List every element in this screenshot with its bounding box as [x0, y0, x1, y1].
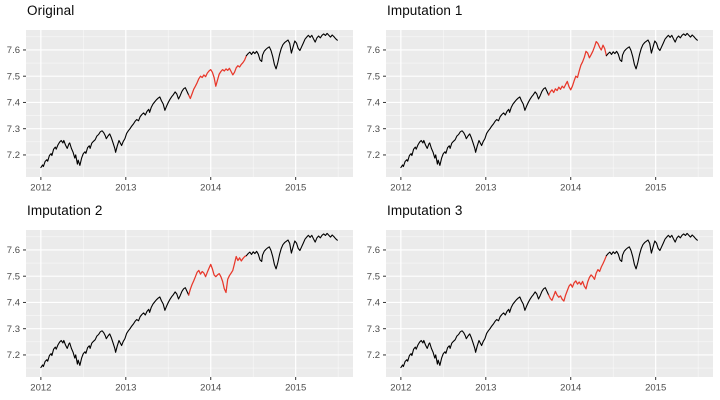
y-tick-label: 7.5 [367, 71, 380, 82]
series-observed-pre [40, 87, 190, 169]
y-tick-label: 7.2 [367, 350, 380, 361]
x-tick-label: 2013 [475, 383, 496, 394]
series-observed-pre [40, 287, 190, 369]
series-imputed [548, 40, 608, 96]
y-tick-label: 7.5 [7, 71, 20, 82]
panel-original: Original 7.2 7.3 7.4 7.5 7.6 2012 2013 2014 2015 [0, 0, 360, 200]
panel-background [386, 230, 713, 377]
x-tick-label: 2013 [115, 383, 136, 394]
panel-imputation-2: Imputation 2 7.2 7.3 7.4 7.5 7.6 2012 2013 2014… [0, 200, 360, 400]
x-tick-label: 2012 [390, 183, 411, 194]
series-imputed [188, 55, 248, 100]
panel-background [26, 230, 353, 377]
y-tick-label: 7.6 [7, 245, 20, 256]
x-tick-label: 2015 [645, 383, 666, 394]
plot-area-imputation-1: 7.2 7.3 7.4 7.5 7.6 2012 2013 2014 2015 [367, 30, 713, 194]
series-observed-pre [400, 87, 550, 169]
series-observed-pre [400, 287, 550, 369]
y-tick-label: 7.5 [7, 271, 20, 282]
y-tick-label: 7.5 [367, 271, 380, 282]
x-tick-label: 2015 [645, 183, 666, 194]
x-tick-label: 2014 [200, 383, 221, 394]
series-observed-post [605, 32, 698, 70]
x-tick-label: 2014 [560, 183, 581, 194]
y-tick-label: 7.4 [7, 298, 20, 309]
y-tick-label: 7.4 [367, 298, 380, 309]
y-tick-label: 7.2 [367, 150, 380, 161]
plot-area-imputation-2: 7.2 7.3 7.4 7.5 7.6 2012 2013 2014 2015 [7, 230, 353, 394]
panel-background [386, 30, 713, 177]
x-tick-label: 2012 [390, 383, 411, 394]
x-tick-label: 2012 [30, 383, 51, 394]
series-observed-post [245, 32, 338, 70]
x-tick-label: 2012 [30, 183, 51, 194]
x-tick-label: 2015 [285, 383, 306, 394]
x-tick-label: 2014 [560, 383, 581, 394]
series-imputed [188, 255, 248, 296]
panel-title: Imputation 2 [27, 203, 103, 218]
x-tick-label: 2014 [200, 183, 221, 194]
series-observed-post [605, 232, 698, 270]
y-tick-label: 7.3 [367, 324, 380, 335]
y-tick-label: 7.6 [367, 45, 380, 56]
panel-title: Original [27, 3, 75, 18]
panel-title: Imputation 3 [387, 203, 463, 218]
y-tick-label: 7.6 [7, 45, 20, 56]
y-tick-label: 7.3 [7, 124, 20, 135]
y-tick-label: 7.4 [7, 98, 20, 109]
y-tick-label: 7.2 [7, 350, 20, 361]
series-imputed [548, 255, 608, 302]
x-tick-label: 2013 [475, 183, 496, 194]
panel-background [26, 30, 353, 177]
x-tick-label: 2013 [115, 183, 136, 194]
y-tick-label: 7.3 [7, 324, 20, 335]
y-tick-label: 7.6 [367, 245, 380, 256]
panel-imputation-1: Imputation 1 7.2 7.3 7.4 7.5 7.6 2012 2013 2014… [360, 0, 720, 200]
y-tick-label: 7.2 [7, 150, 20, 161]
panel-title: Imputation 1 [387, 3, 463, 18]
x-tick-label: 2015 [285, 183, 306, 194]
panel-imputation-3: Imputation 3 7.2 7.3 7.4 7.5 7.6 2012 2013 2014… [360, 200, 720, 400]
series-observed-post [245, 232, 338, 270]
y-tick-label: 7.4 [367, 98, 380, 109]
y-tick-label: 7.3 [367, 124, 380, 135]
plot-area-original: 7.2 7.3 7.4 7.5 7.6 2012 2013 2014 2015 [7, 30, 353, 194]
plot-area-imputation-3: 7.2 7.3 7.4 7.5 7.6 2012 2013 2014 2015 [367, 230, 713, 394]
